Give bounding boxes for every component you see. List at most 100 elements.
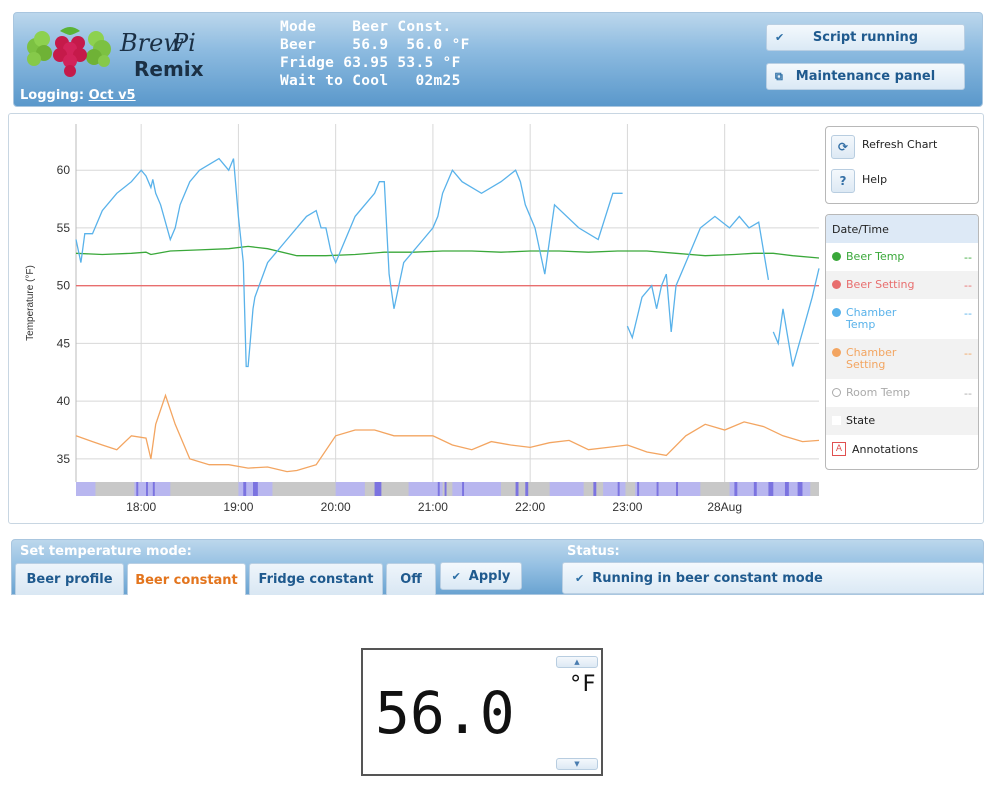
x-tick-label: 28Aug [707,500,742,514]
legend-item-room-temp[interactable]: Room Temp -- [826,379,978,407]
state-segment [335,482,365,496]
legend-dot-icon [832,280,841,289]
legend-dot-icon [832,348,841,357]
apply-label: Apply [468,568,511,584]
maintenance-panel-button[interactable]: ⧉ Maintenance panel [766,63,965,90]
svg-text:Pi: Pi [171,29,196,57]
state-segment [656,482,659,496]
refresh-icon: ⟳ [831,135,855,159]
tab-beer-profile[interactable]: Beer profile [15,563,124,595]
legend-label: State [846,414,876,427]
tab-off[interactable]: Off [386,563,436,595]
mode-panel-header: Set temperature mode: Status: Beer profi… [11,539,984,596]
state-segment [252,482,258,496]
legend-dot-icon [832,388,841,397]
apply-button[interactable]: ✔ Apply [440,562,522,590]
logging-label: Logging: [20,88,85,103]
legend-item-beer-setting[interactable]: Beer Setting -- [826,271,978,299]
state-band [76,482,819,496]
spinner-up-button[interactable]: ▲ [556,656,598,668]
legend-item-chamber-temp[interactable]: Chamber Temp -- [826,299,978,339]
state-segment [134,482,156,496]
script-running-label: Script running [812,30,919,45]
x-tick-label: 19:00 [223,500,253,514]
lcd-line-3: Fridge 63.95 53.5 °F [280,55,461,71]
state-segment [753,482,757,496]
y-tick-label: 60 [57,163,71,177]
lcd-display: Mode Beer Const. Beer 56.9 56.0 °F Fridge … [280,18,470,90]
state-segment [515,482,519,496]
status-text: Running in beer constant mode [592,570,823,586]
legend-label: Chamber Setting [846,346,897,371]
state-segment [243,482,247,496]
lcd-line-4: Wait to Cool 02m25 [280,73,461,89]
x-tick-label: 21:00 [418,500,448,514]
legend-square-icon [832,416,841,425]
state-segment [462,482,465,496]
legend-value: -- [964,251,972,264]
annotation-icon: A [832,442,846,456]
help-label: Help [862,172,888,186]
legend-value: -- [964,307,972,320]
legend-value: -- [964,387,972,400]
legend-item-state[interactable]: State [826,407,978,435]
setpoint-input[interactable]: ▲ 56.0 °F ▼ [361,648,603,776]
legend-item-chamber-setting[interactable]: Chamber Setting -- [826,339,978,379]
logging-name-link[interactable]: Oct v5 [88,88,136,103]
state-segment [637,482,640,496]
legend-value: -- [964,279,972,292]
setpoint-unit: °F [569,672,596,697]
series-line-chamber-temp-tail [772,268,820,367]
state-segment [676,482,678,496]
raspberry-icon [53,27,87,77]
hop-right-icon [86,31,111,67]
refresh-chart-button[interactable]: ⟳ Refresh Chart [831,135,937,159]
chart-panel: 35 40 45 50 55 60 18:00 19:00 20:00 21:00 22:00 23:… [8,113,984,524]
state-segment [146,482,148,496]
state-segment [152,482,155,496]
legend-label: Annotations [852,443,919,456]
check-icon: ✔ [575,571,585,585]
state-segment [155,482,171,496]
x-tick-label: 18:00 [126,500,156,514]
y-tick-label: 45 [57,336,71,350]
chart-legend: Date/Time Beer Temp -- Beer Setting -- C… [825,214,979,470]
script-running-button[interactable]: ✔ Script running [766,24,965,51]
brewpi-logo: Brew Pi Remix [27,27,204,81]
legend-dot-icon [832,252,841,261]
y-tick-label: 50 [57,279,71,293]
state-segment [635,482,701,496]
tab-beer-constant[interactable]: Beer constant [127,563,246,596]
tab-fridge-constant[interactable]: Fridge constant [249,563,383,595]
window-icon: ⧉ [775,69,783,83]
svg-text:Brew: Brew [119,29,184,57]
legend-value: -- [964,347,972,360]
state-segment [549,482,584,496]
y-tick-label: 55 [57,221,71,235]
legend-dot-icon [832,308,841,317]
y-tick-label: 35 [57,452,71,466]
legend-datetime: Date/Time [826,215,978,243]
legend-label: Beer Temp [846,250,905,263]
setpoint-value[interactable]: 56.0 [375,679,515,747]
chart-controls: ⟳ Refresh Chart ? Help [825,126,979,204]
temperature-chart[interactable]: 35 40 45 50 55 60 18:00 19:00 20:00 21:00 22:00 23:… [9,114,984,525]
help-icon: ? [831,169,855,193]
series-line-chamber-temp [75,157,623,368]
state-segment [452,482,501,496]
state-segment [593,482,597,496]
state-segment [437,482,440,496]
help-button[interactable]: ? Help [831,169,887,193]
x-tick-label: 20:00 [321,500,351,514]
legend-item-beer-temp[interactable]: Beer Temp -- [826,243,978,271]
y-tick-label: 40 [57,394,71,408]
spinner-down-button[interactable]: ▼ [556,758,598,770]
hop-left-icon [27,31,52,66]
legend-item-annotations[interactable]: A Annotations [826,435,978,465]
x-tick-label: 22:00 [515,500,545,514]
refresh-chart-label: Refresh Chart [862,137,938,151]
maintenance-panel-label: Maintenance panel [795,69,936,84]
legend-label: Beer Setting [846,278,915,291]
lcd-line-2: Beer 56.9 56.0 °F [280,37,470,53]
logging-info: Logging: Oct v5 [20,88,136,103]
